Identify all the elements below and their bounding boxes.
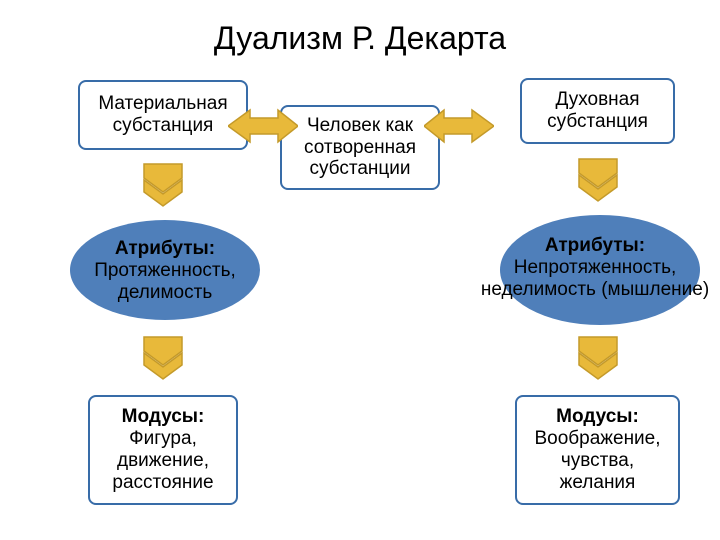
left-substance-box: Материальнаясубстанция bbox=[78, 80, 248, 150]
chevron-down-icon bbox=[575, 335, 621, 381]
right-attributes-text: Атрибуты:Непротяженность,неделимость (мы… bbox=[470, 235, 720, 301]
chevron-down-icon bbox=[140, 162, 186, 208]
right-substance-box: Духовнаясубстанция bbox=[520, 78, 675, 144]
left-modes-box: Модусы:Фигура,движение,расстояние bbox=[88, 395, 238, 505]
diagram-title: Дуализм Р. Декарта bbox=[0, 20, 720, 57]
left-attributes-text: Атрибуты:Протяженность,делимость bbox=[80, 238, 250, 304]
arrow-right-icon bbox=[424, 108, 494, 144]
right-modes-box: Модусы:Воображение,чувства,желания bbox=[515, 395, 680, 505]
chevron-down-icon bbox=[140, 335, 186, 381]
chevron-down-icon bbox=[575, 157, 621, 203]
center-box: Человек каксотвореннаясубстанции bbox=[280, 105, 440, 190]
arrow-left-icon bbox=[228, 108, 298, 144]
